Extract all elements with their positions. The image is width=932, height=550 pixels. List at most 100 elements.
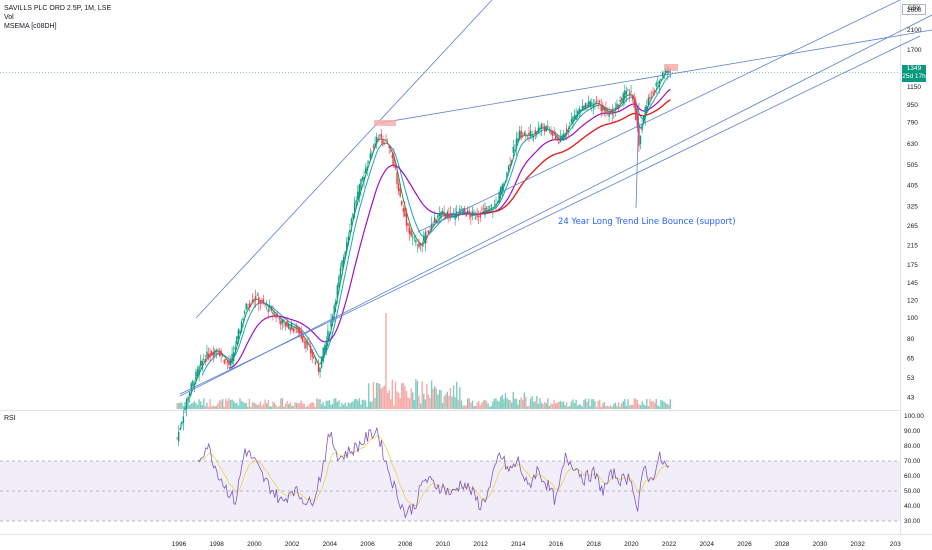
volume-bar: [325, 400, 328, 409]
volume-bar: [305, 406, 307, 409]
volume-legend[interactable]: Vol: [4, 14, 14, 21]
volume-bar: [467, 398, 469, 409]
candle-body: [635, 103, 637, 121]
volume-bar: [492, 401, 494, 409]
volume-bar: [297, 403, 299, 409]
rsi-axis[interactable]: 100.00 90.00 80.00 70.00 60.00 50.00 40.00 30.0…: [904, 413, 924, 525]
candle-body: [622, 93, 624, 104]
volume-bar: [394, 381, 397, 409]
candle-body: [495, 203, 497, 206]
candle-body: [592, 104, 595, 108]
volume-bar: [481, 402, 483, 409]
currency-badge[interactable]: GBX: [902, 4, 926, 15]
volume-bar: [181, 402, 183, 409]
volume-bar: [617, 402, 620, 409]
volume-bar: [548, 405, 551, 409]
rsi-tick-label: 70.00: [904, 458, 921, 465]
volume-bar: [500, 396, 502, 409]
indicator-legend[interactable]: MSEMA [c08DH]: [4, 23, 57, 30]
candle-body: [515, 138, 518, 149]
candle-body: [467, 210, 469, 213]
candle-body: [602, 104, 604, 111]
candle-body: [474, 217, 477, 219]
time-tick-label: 2014: [511, 541, 526, 548]
price-tick-label: 505: [907, 162, 918, 169]
volume-bar: [567, 406, 569, 409]
time-tick-label: 2012: [473, 541, 488, 548]
volume-bar: [333, 398, 335, 409]
candle-body: [575, 114, 577, 120]
volume-bar: [382, 386, 384, 409]
trend-lines[interactable]: [179, 0, 932, 397]
volume-bar: [177, 403, 180, 409]
candle-body: [660, 79, 662, 81]
rsi-tick-label: 30.00: [904, 518, 921, 525]
candle-body: [416, 244, 419, 246]
volume-bar: [256, 405, 258, 409]
candle-body: [330, 320, 332, 327]
volume-bar: [188, 404, 191, 409]
volume-bar: [397, 392, 400, 409]
bar-countdown: 25d 17h: [902, 73, 926, 80]
volume-bar: [636, 399, 639, 409]
candle-body: [396, 172, 398, 184]
volume-bar: [341, 403, 343, 409]
volume-bar: [511, 402, 513, 409]
candle-body: [484, 207, 486, 216]
symbol-title[interactable]: SAVILLS PLC ORD 2.5P, 1M, LSE: [4, 5, 112, 12]
volume-bar: [347, 402, 350, 409]
candle-body: [220, 350, 222, 356]
candle-body: [287, 323, 290, 329]
volume-bar: [639, 405, 642, 409]
volume-bar: [210, 406, 213, 409]
candle-body: [532, 137, 535, 139]
candle-body: [655, 83, 657, 87]
candle-body: [473, 212, 475, 216]
price-tick-label: 145: [907, 280, 918, 287]
price-tick-label: 2100: [907, 27, 922, 34]
volume-bar: [291, 405, 293, 409]
candle-body: [242, 318, 244, 321]
volume-bar: [289, 402, 291, 409]
price-axis[interactable]: 2600 2100 1700 1150 950 790 630 505 405 325 265 215…: [907, 7, 922, 402]
volume-bar: [437, 394, 439, 409]
volume-bar: [457, 399, 459, 409]
candle-body: [198, 366, 200, 376]
volume-bar: [269, 406, 271, 409]
candle-body: [638, 126, 640, 147]
rsi-title[interactable]: RSI: [4, 415, 16, 422]
volume-bar: [517, 404, 519, 409]
volume-bar: [521, 399, 524, 409]
candle-body: [245, 303, 247, 310]
candle-body: [427, 230, 430, 233]
volume-bar: [240, 401, 243, 409]
volume-bar: [371, 401, 373, 409]
candle-body: [265, 304, 268, 305]
annotation-text[interactable]: 24 Year Long Trend Line Bounce (support): [558, 217, 736, 227]
candle-body: [529, 130, 532, 137]
candle-body: [401, 200, 403, 205]
candle-body: [583, 105, 585, 111]
price-tick-label: 1150: [907, 84, 921, 91]
volume-bar: [482, 400, 485, 409]
volume-bar: [330, 404, 332, 409]
candle-body: [368, 161, 370, 163]
volume-bar: [547, 398, 549, 409]
candle-body: [443, 212, 445, 215]
candle-body: [609, 110, 612, 112]
candle-body: [338, 276, 340, 288]
price-tick-label: 2600: [907, 7, 922, 14]
candle-body: [342, 256, 345, 266]
volume-bar: [438, 389, 441, 409]
time-axis[interactable]: 1996 1998 2000 2002 2004 2006 2008 2010 2012 2014…: [172, 541, 901, 548]
volume-bar: [628, 405, 631, 409]
volume-bar: [217, 403, 219, 409]
volume-bar: [658, 406, 661, 409]
candle-body: [275, 316, 277, 318]
candle-body: [597, 105, 599, 107]
price-tick-label: 1700: [907, 47, 922, 54]
volume-bar: [308, 404, 310, 409]
volume-bar: [223, 406, 225, 409]
candle-body: [325, 340, 328, 350]
